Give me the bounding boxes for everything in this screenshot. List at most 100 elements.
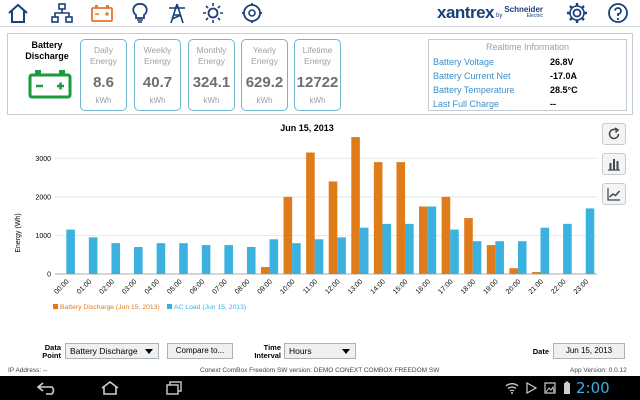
bar-ac-load bbox=[88, 237, 98, 274]
battery-icon bbox=[91, 5, 113, 22]
play-store-icon bbox=[526, 382, 537, 394]
summary-panel: Battery Discharge Daily Energy 8.6 kWh W… bbox=[7, 33, 633, 115]
partner-logo: Schneider Electric bbox=[504, 6, 543, 20]
realtime-label: Battery Voltage bbox=[433, 57, 495, 67]
bar-ac-load bbox=[405, 223, 414, 274]
bar-ac-load bbox=[156, 243, 166, 274]
bar-battery-discharge bbox=[441, 196, 451, 274]
bar-ac-load bbox=[563, 223, 572, 274]
generator-button[interactable] bbox=[238, 1, 266, 25]
top-navigation: xantrex by Schneider Electric bbox=[0, 0, 640, 27]
bar-ac-load bbox=[134, 247, 143, 274]
y-tick-label: 1000 bbox=[35, 233, 51, 240]
bar-ac-load bbox=[292, 243, 301, 274]
bar-ac-load bbox=[427, 206, 437, 274]
battery-device-icon bbox=[28, 70, 72, 99]
system-clock: 2:00 bbox=[576, 379, 610, 397]
bar-ac-load bbox=[337, 237, 346, 274]
bar-battery-discharge bbox=[373, 162, 383, 274]
bar-battery-discharge bbox=[260, 267, 270, 274]
refresh-icon bbox=[608, 127, 620, 140]
data-point-value: Battery Discharge bbox=[70, 346, 138, 356]
realtime-row: Battery Current Net -17.0A bbox=[433, 71, 623, 84]
stat-unit: kWh bbox=[256, 96, 273, 105]
bar-ac-load bbox=[472, 241, 482, 274]
x-tick-label: 19:00 bbox=[482, 278, 499, 295]
data-point-select[interactable]: Battery Discharge bbox=[65, 343, 159, 359]
network-button[interactable] bbox=[48, 1, 76, 25]
solar-button[interactable] bbox=[199, 1, 227, 25]
media-status bbox=[523, 380, 539, 396]
line-chart-button[interactable] bbox=[602, 183, 626, 205]
back-button[interactable] bbox=[36, 380, 60, 396]
y-tick-label: 3000 bbox=[35, 156, 51, 163]
bar-ac-load bbox=[382, 223, 392, 274]
help-button[interactable] bbox=[604, 1, 632, 25]
bar-ac-load bbox=[111, 243, 121, 274]
status-line: IP Address: -- Conext ComBox Freedom SW … bbox=[0, 366, 640, 376]
realtime-label: Battery Current Net bbox=[433, 71, 511, 81]
x-tick-label: 06:00 bbox=[189, 278, 206, 295]
date-picker-button[interactable]: Jun 15, 2013 bbox=[553, 343, 625, 359]
stat-daily: Daily Energy 8.6 kWh bbox=[80, 39, 127, 111]
home-button[interactable] bbox=[4, 1, 32, 25]
gear-icon bbox=[567, 3, 587, 23]
realtime-title: Realtime Information bbox=[485, 42, 570, 52]
device-title: Battery Discharge bbox=[25, 40, 69, 61]
settings-button[interactable] bbox=[563, 1, 591, 25]
x-tick-label: 02:00 bbox=[99, 278, 116, 295]
bar-chart-button[interactable] bbox=[602, 153, 626, 175]
interval-select[interactable]: Hours bbox=[284, 343, 356, 359]
x-tick-label: 11:00 bbox=[302, 278, 319, 295]
bar-ac-load bbox=[359, 227, 369, 274]
y-axis-label: Energy (Wh) bbox=[15, 213, 22, 252]
ip-address: IP Address: -- bbox=[8, 367, 48, 374]
generator-icon bbox=[242, 3, 262, 23]
bar-battery-discharge bbox=[464, 218, 473, 274]
realtime-value: 26.8V bbox=[550, 57, 574, 67]
legend-swatch bbox=[53, 304, 58, 309]
x-tick-label: 21:00 bbox=[528, 278, 545, 295]
stat-unit: kWh bbox=[309, 96, 326, 105]
app-version: App Version: 0.0.12 bbox=[570, 367, 627, 374]
bar-ac-load bbox=[269, 239, 279, 274]
refresh-button[interactable] bbox=[602, 123, 626, 145]
stat-value: 324.1 bbox=[192, 74, 231, 91]
bar-battery-discharge bbox=[396, 162, 406, 274]
lightbulb-icon bbox=[132, 3, 148, 23]
home-system-button[interactable] bbox=[98, 380, 122, 396]
bar-battery-discharge bbox=[328, 181, 338, 274]
bar-ac-load bbox=[314, 239, 324, 274]
recent-apps-button[interactable] bbox=[162, 380, 186, 396]
bar-chart-icon bbox=[608, 159, 620, 171]
x-tick-label: 15:00 bbox=[392, 278, 409, 295]
x-tick-label: 10:00 bbox=[279, 278, 296, 295]
grid-button[interactable] bbox=[163, 1, 191, 25]
realtime-value: -- bbox=[550, 99, 556, 109]
stat-value: 12722 bbox=[296, 74, 339, 91]
system-bar: 2:00 bbox=[0, 376, 640, 400]
x-tick-label: 13:00 bbox=[347, 278, 364, 295]
bar-battery-discharge bbox=[351, 137, 360, 274]
realtime-label: Battery Temperature bbox=[433, 85, 515, 95]
wifi-status bbox=[504, 380, 520, 396]
lighting-button[interactable] bbox=[126, 1, 154, 25]
stat-unit: kWh bbox=[149, 96, 166, 105]
bar-ac-load bbox=[66, 229, 75, 274]
compare-button[interactable]: Compare to... bbox=[167, 343, 233, 359]
stat-label: Monthly Energy bbox=[196, 45, 227, 66]
legend-swatch bbox=[167, 304, 172, 309]
chart-canvas: Jun 15, 2013 Energy (Wh) 0 1000 2000 3000 00… bbox=[15, 123, 597, 311]
realtime-row: Battery Voltage 26.8V bbox=[433, 57, 623, 70]
battery-nav-button[interactable] bbox=[88, 1, 116, 25]
help-icon bbox=[608, 3, 628, 23]
photo-status bbox=[542, 380, 558, 396]
bar-ac-load bbox=[585, 208, 595, 274]
grid-layer bbox=[55, 157, 597, 275]
x-tick-label: 20:00 bbox=[505, 278, 522, 295]
x-tick-label: 00:00 bbox=[53, 278, 70, 295]
realtime-label: Last Full Charge bbox=[433, 99, 500, 109]
chart-controls: Data Point Battery Discharge Compare to.… bbox=[7, 339, 633, 365]
stat-value: 629.2 bbox=[245, 74, 284, 91]
